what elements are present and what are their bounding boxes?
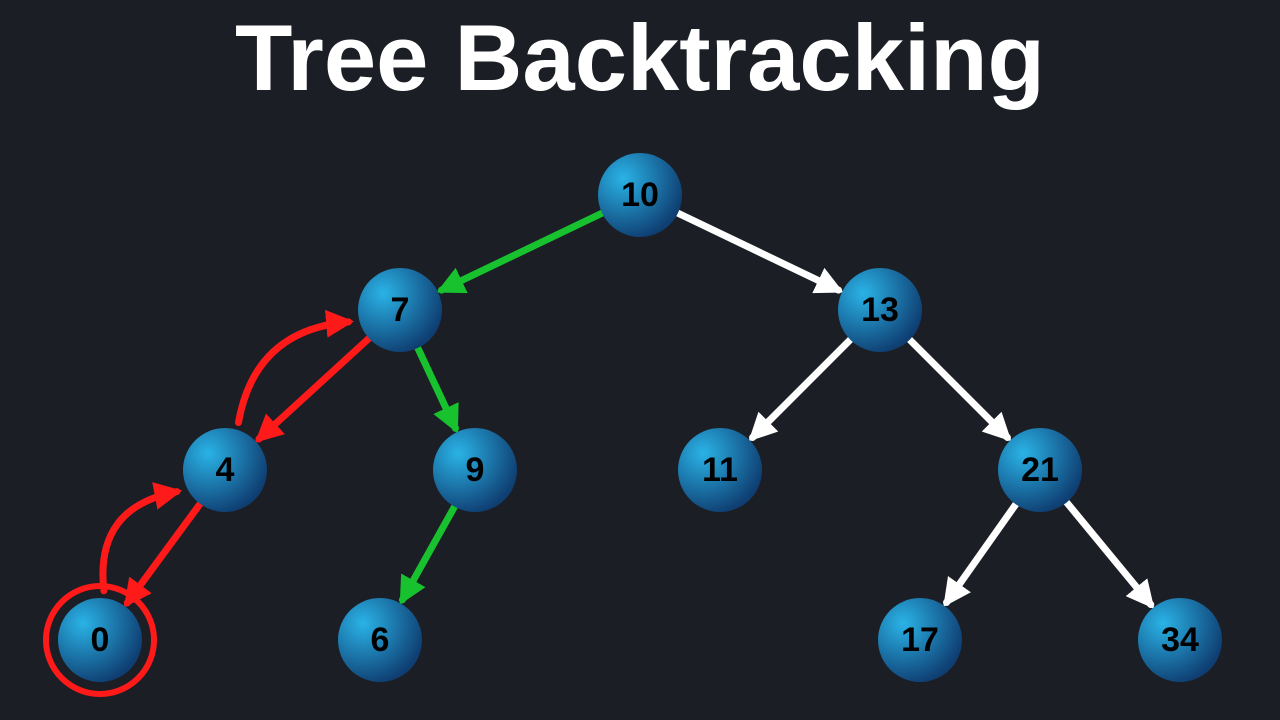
tree-node: 4	[183, 428, 267, 512]
tree-node: 21	[998, 428, 1082, 512]
node-label: 21	[1021, 451, 1059, 489]
page-title: Tree Backtracking	[235, 5, 1045, 110]
tree-node: 13	[838, 268, 922, 352]
node-label: 10	[621, 176, 659, 214]
node-label: 17	[901, 621, 939, 659]
tree-node: 11	[678, 428, 762, 512]
tree-node: 34	[1138, 598, 1222, 682]
tree-node: 0	[46, 586, 154, 694]
tree-node: 6	[338, 598, 422, 682]
tree-node: 17	[878, 598, 962, 682]
node-label: 6	[371, 621, 390, 659]
diagram-canvas: Tree Backtracking 10 7 13 4 9 11 21 0 6 17 34	[0, 0, 1280, 720]
tree-node: 9	[433, 428, 517, 512]
node-label: 7	[391, 291, 410, 329]
node-label: 4	[216, 451, 235, 489]
node-label: 0	[91, 621, 110, 659]
tree-node: 7	[358, 268, 442, 352]
node-label: 13	[861, 291, 899, 329]
node-label: 11	[702, 451, 738, 489]
node-label: 9	[466, 451, 485, 489]
node-label: 34	[1161, 621, 1199, 659]
tree-node: 10	[598, 153, 682, 237]
